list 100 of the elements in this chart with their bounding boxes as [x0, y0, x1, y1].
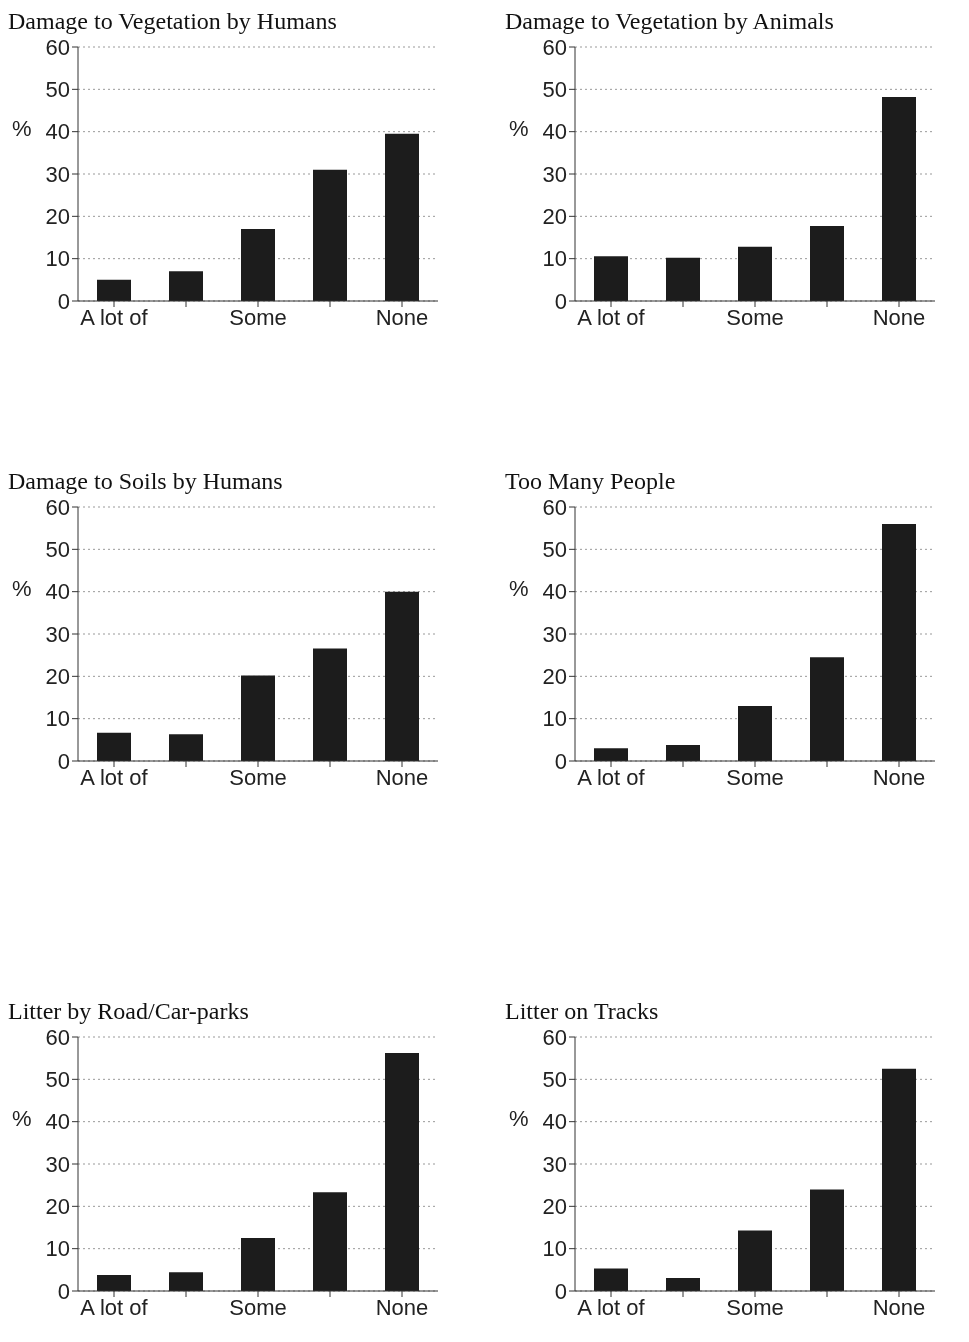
- y-tick-label: 40: [45, 1109, 70, 1135]
- chart-title: Damage to Vegetation by Animals: [505, 8, 835, 35]
- bar: [810, 657, 844, 761]
- y-tick-label: 50: [542, 1067, 567, 1093]
- y-tick-label: 50: [542, 537, 567, 563]
- y-tick-label: 40: [542, 119, 567, 145]
- bar: [882, 1068, 916, 1291]
- x-tick-label: Some: [229, 1294, 287, 1320]
- x-tick-label: Some: [229, 764, 287, 790]
- bar: [738, 246, 772, 301]
- bar: [666, 1277, 700, 1291]
- bar: [241, 1238, 275, 1291]
- y-tick-label: 20: [542, 1194, 567, 1220]
- bar: [594, 748, 628, 761]
- bar: [385, 133, 419, 301]
- bar: [97, 279, 131, 301]
- bar: [97, 1274, 131, 1291]
- y-tick-label: 60: [45, 1024, 70, 1050]
- bar: [385, 591, 419, 761]
- y-tick-label: 60: [542, 494, 567, 520]
- x-tick-label: None: [872, 304, 926, 330]
- x-tick-label: A lot of: [80, 304, 149, 330]
- y-tick-label: 30: [542, 1151, 567, 1177]
- chart-title: Litter on Tracks: [505, 998, 660, 1025]
- bar: [882, 523, 916, 761]
- bar: [882, 96, 916, 301]
- bar: [313, 1192, 347, 1291]
- y-tick-label: 0: [554, 288, 567, 314]
- y-tick-label: 0: [554, 748, 567, 774]
- x-tick-label: A lot of: [80, 1294, 149, 1320]
- y-tick-label: 20: [542, 664, 567, 690]
- x-tick-label: A lot of: [577, 764, 646, 790]
- y-axis-title: %: [509, 1106, 529, 1132]
- y-tick-label: 20: [45, 664, 70, 690]
- y-axis-title: %: [12, 576, 32, 602]
- bar: [313, 169, 347, 301]
- x-tick-label: A lot of: [577, 304, 646, 330]
- bar: [241, 675, 275, 761]
- y-tick-label: 60: [45, 34, 70, 60]
- x-tick-label: None: [375, 764, 429, 790]
- bar: [594, 1268, 628, 1291]
- bar: [594, 256, 628, 301]
- bar: [738, 1230, 772, 1291]
- y-tick-label: 10: [542, 246, 567, 272]
- y-tick-label: 50: [542, 77, 567, 103]
- y-tick-label: 30: [542, 161, 567, 187]
- x-tick-label: Some: [229, 304, 287, 330]
- y-tick-label: 60: [45, 494, 70, 520]
- y-tick-label: 50: [45, 1067, 70, 1093]
- chart-title: Damage to Soils by Humans: [8, 468, 284, 495]
- y-tick-label: 40: [45, 119, 70, 145]
- x-tick-label: None: [375, 304, 429, 330]
- bar: [666, 257, 700, 301]
- x-tick-label: Some: [726, 764, 784, 790]
- x-tick-label: A lot of: [80, 764, 149, 790]
- y-axis-title: %: [12, 116, 32, 142]
- chart-title: Litter by Road/Car-parks: [8, 998, 250, 1025]
- y-tick-label: 40: [542, 1109, 567, 1135]
- y-tick-label: 30: [45, 161, 70, 187]
- bar: [810, 1189, 844, 1291]
- bar: [169, 1272, 203, 1291]
- x-tick-label: Some: [726, 304, 784, 330]
- y-tick-label: 60: [542, 34, 567, 60]
- bar: [385, 1053, 419, 1291]
- x-tick-label: Some: [726, 1294, 784, 1320]
- x-tick-label: None: [872, 1294, 926, 1320]
- y-tick-label: 30: [45, 1151, 70, 1177]
- y-axis-title: %: [509, 116, 529, 142]
- chart-title: Too Many People: [505, 468, 677, 495]
- bar: [169, 271, 203, 301]
- x-tick-label: None: [872, 764, 926, 790]
- x-tick-label: None: [375, 1294, 429, 1320]
- bar: [241, 229, 275, 301]
- chart-title: Damage to Vegetation by Humans: [8, 8, 338, 35]
- y-tick-label: 10: [45, 246, 70, 272]
- y-tick-label: 40: [542, 579, 567, 605]
- y-tick-label: 10: [542, 706, 567, 732]
- bar: [810, 226, 844, 301]
- y-tick-label: 60: [542, 1024, 567, 1050]
- y-tick-label: 50: [45, 77, 70, 103]
- y-tick-label: 30: [542, 621, 567, 647]
- y-tick-label: 10: [45, 706, 70, 732]
- y-axis-title: %: [12, 1106, 32, 1132]
- y-axis-title: %: [509, 576, 529, 602]
- y-tick-label: 50: [45, 537, 70, 563]
- bar: [313, 648, 347, 761]
- y-tick-label: 0: [554, 1278, 567, 1304]
- bar: [169, 734, 203, 761]
- bar: [738, 705, 772, 761]
- y-tick-label: 0: [57, 288, 70, 314]
- bar: [97, 732, 131, 761]
- y-tick-label: 20: [45, 1194, 70, 1220]
- y-tick-label: 0: [57, 748, 70, 774]
- y-tick-label: 40: [45, 579, 70, 605]
- y-tick-label: 20: [542, 204, 567, 230]
- y-tick-label: 0: [57, 1278, 70, 1304]
- y-tick-label: 30: [45, 621, 70, 647]
- y-tick-label: 20: [45, 204, 70, 230]
- bar: [666, 744, 700, 761]
- x-tick-label: A lot of: [577, 1294, 646, 1320]
